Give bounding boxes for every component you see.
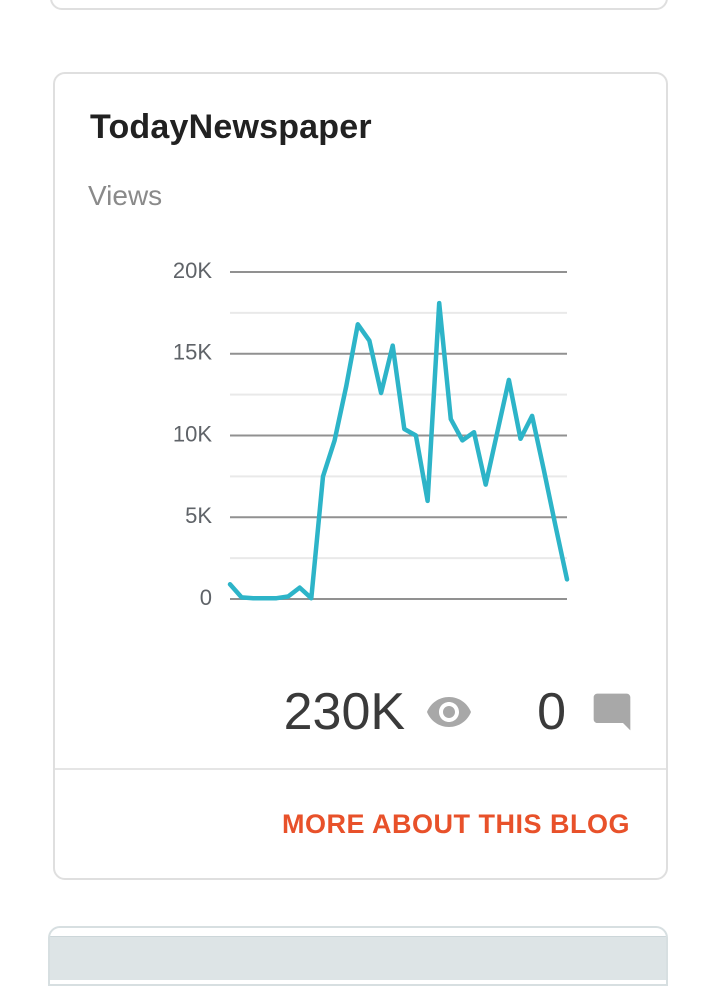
blog-title: TodayNewspaper [90,108,372,146]
y-axis-tick-label: 20K [173,258,212,283]
y-axis-tick-label: 15K [173,340,212,365]
card-divider [55,768,666,770]
y-axis-tick-label: 5K [185,503,212,528]
stats-row: 230K 0 [55,674,670,750]
next-card-partial [48,926,668,986]
comments-count: 0 [537,683,566,741]
y-axis-tick-label: 10K [173,421,212,446]
y-axis-tick-label: 0 [200,585,212,610]
next-card-header-band [50,936,666,980]
blog-stats-card: TodayNewspaper Views 0 5K 10K 15K 20K 230K 0… [53,72,668,880]
comment-icon [593,693,631,731]
views-section-label: Views [88,180,163,211]
views-data-line [227,300,570,601]
views-chart: 0 5K 10K 15K 20K [55,254,670,634]
more-about-blog-link[interactable]: MORE ABOUT THIS BLOG [282,808,630,839]
eye-icon [427,697,472,727]
card-footer: MORE ABOUT THIS BLOG [55,770,666,878]
views-count: 230K [283,683,406,741]
previous-card-partial [50,0,668,10]
views-line-chart-svg: 0 5K 10K 15K 20K [173,258,570,610]
